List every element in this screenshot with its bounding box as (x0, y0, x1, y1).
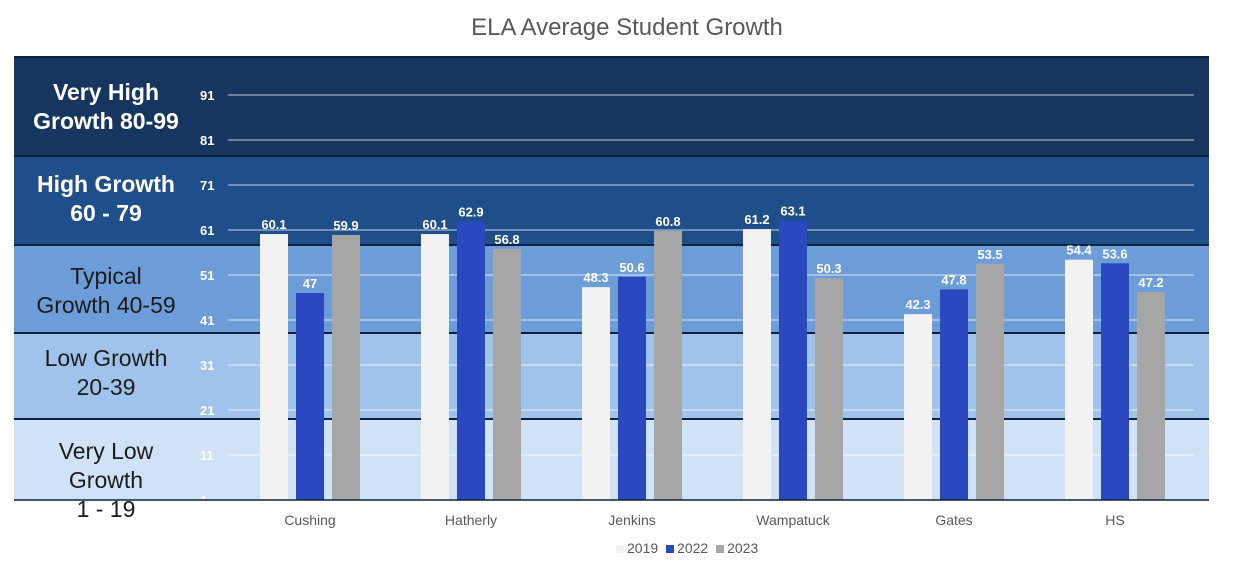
y-tick-label-51: 51 (200, 268, 214, 283)
y-tick-label-91: 91 (200, 88, 214, 103)
band-very-low (14, 418, 1209, 500)
y-tick-label-11: 11 (200, 448, 214, 463)
x-tick-label-wampatuck: Wampatuck (756, 512, 830, 528)
data-label-hs-2019: 54.4 (1066, 243, 1092, 258)
y-tick-label-71: 71 (200, 178, 214, 193)
bar-jenkins-2023 (654, 230, 682, 500)
band-typical (14, 244, 1209, 333)
legend-swatch-2023 (716, 545, 725, 553)
y-tick-label-81: 81 (200, 133, 214, 148)
legend-label-2022: 2022 (677, 540, 709, 556)
chart-title: ELA Average Student Growth (471, 14, 783, 41)
data-label-hs-2022: 53.6 (1102, 246, 1127, 261)
legend-item-2019: 2019 (616, 540, 658, 556)
data-label-wampatuck-2022: 63.1 (780, 204, 805, 219)
bar-gates-2023 (976, 263, 1004, 500)
data-label-hs-2023: 47.2 (1138, 275, 1163, 290)
band-low (14, 332, 1209, 419)
data-label-hatherly-2022: 62.9 (458, 204, 483, 219)
band-label-very-high-line1: Very High (52, 79, 160, 105)
data-label-jenkins-2019: 48.3 (583, 270, 608, 285)
band-label-typical-line1: Typical (70, 263, 142, 289)
legend-item-2023: 2023 (716, 540, 758, 556)
y-tick-label-31: 31 (200, 358, 214, 373)
band-label-high-line2: 60 - 79 (70, 199, 142, 226)
legend-label-2019: 2019 (627, 540, 659, 556)
legend-swatch-2019 (616, 545, 624, 553)
legend-swatch-2022 (666, 545, 675, 553)
legend-label-2023: 2023 (727, 540, 759, 556)
band-label-low-line2: 20-39 (76, 373, 136, 400)
y-tick-label-21: 21 (200, 403, 214, 418)
data-label-jenkins-2023: 60.8 (655, 214, 680, 229)
band-label-very-high: Very High Growth 80-99 (16, 78, 196, 136)
bar-jenkins-2022 (618, 276, 646, 500)
y-tick-label-61: 61 (200, 223, 214, 238)
band-label-low: Low Growth 20-39 (16, 344, 196, 402)
data-label-jenkins-2022: 50.6 (619, 260, 644, 275)
band-label-typical-line2: Growth 40-59 (36, 291, 176, 318)
data-label-cushing-2022: 47 (303, 276, 317, 291)
data-label-gates-2023: 53.5 (977, 247, 1002, 262)
bar-gates-2022 (940, 289, 968, 500)
bar-wampatuck-2023 (815, 278, 843, 500)
legend-item-2022: 2022 (666, 540, 708, 556)
chart-legend: 2019 2022 2023 (616, 540, 762, 556)
band-label-very-high-line2: Growth 80-99 (33, 107, 179, 134)
x-tick-label-hatherly: Hatherly (445, 512, 497, 528)
bar-wampatuck-2022 (779, 220, 807, 501)
bar-wampatuck-2019 (743, 229, 771, 500)
y-tick-label-41: 41 (200, 313, 214, 328)
bar-hs-2022 (1101, 263, 1129, 500)
bar-hs-2023 (1137, 292, 1165, 500)
x-tick-label-gates: Gates (935, 512, 972, 528)
x-tick-label-hs: HS (1105, 512, 1124, 528)
band-label-typical: Typical Growth 40-59 (16, 262, 196, 320)
data-label-gates-2022: 47.8 (941, 272, 966, 287)
data-label-hatherly-2023: 56.8 (494, 232, 519, 247)
x-tick-label-jenkins: Jenkins (608, 512, 655, 528)
bar-hatherly-2023 (493, 248, 521, 500)
data-label-wampatuck-2019: 61.2 (744, 212, 769, 227)
bar-cushing-2022 (296, 293, 324, 500)
band-label-very-low: Very Low Growth 1 - 19 (16, 437, 196, 523)
bar-cushing-2019 (260, 234, 288, 501)
band-label-very-low-line1: Very Low (58, 438, 154, 464)
data-label-wampatuck-2023: 50.3 (816, 261, 841, 276)
data-label-cushing-2019: 60.1 (261, 217, 286, 232)
band-label-low-line1: Low Growth (44, 345, 168, 371)
band-label-high-line1: High Growth (37, 171, 175, 197)
data-label-cushing-2023: 59.9 (333, 218, 358, 233)
bar-hatherly-2022 (457, 221, 485, 500)
x-tick-label-cushing: Cushing (284, 512, 335, 528)
bar-jenkins-2019 (582, 287, 610, 500)
band-label-high: High Growth 60 - 79 (16, 170, 196, 228)
band-label-very-low-line2: Growth (68, 466, 144, 493)
data-label-hatherly-2019: 60.1 (422, 217, 447, 232)
bar-cushing-2023 (332, 234, 360, 500)
band-very-high (14, 56, 1209, 156)
data-label-gates-2019: 42.3 (905, 297, 930, 312)
bar-hatherly-2019 (421, 234, 449, 501)
bar-hs-2019 (1065, 259, 1093, 500)
bar-gates-2019 (904, 314, 932, 500)
